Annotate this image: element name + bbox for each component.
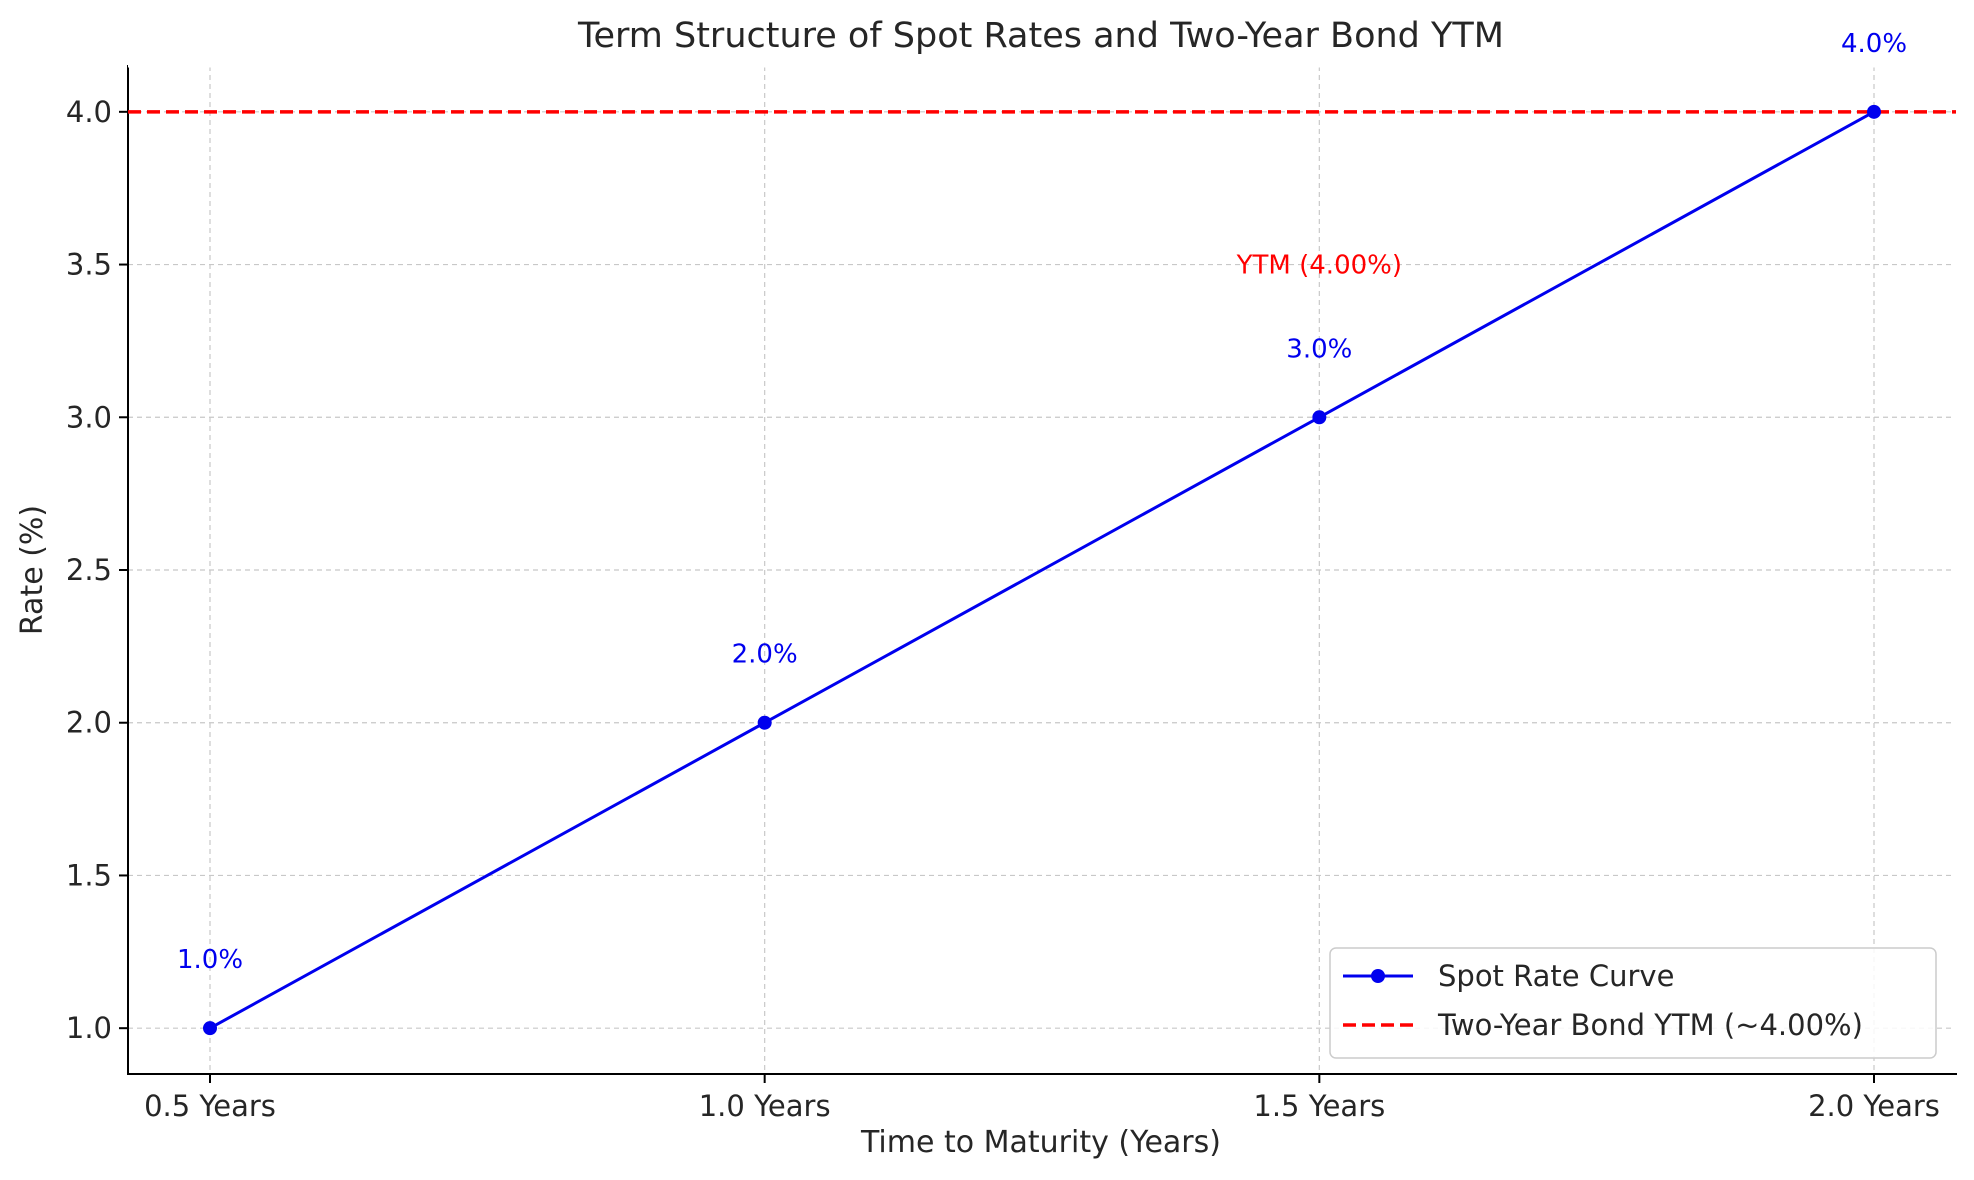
legend-box: [1329, 947, 1937, 1059]
y-tick-label-6: 4.0: [66, 95, 112, 129]
x-tick-label-3: 2.0 Years: [1808, 1089, 1940, 1123]
y-tick-label-0: 1.0: [66, 1011, 112, 1045]
spot-point-1: [757, 715, 772, 730]
legend: Spot Rate Curve Two-Year Bond YTM (~4.00…: [1329, 947, 1937, 1059]
spot-rate-points: [203, 104, 1881, 1036]
y-tick-label-1: 1.5: [66, 858, 112, 892]
data-labels: 1.0% 2.0% 3.0% 4.0%: [177, 29, 1907, 975]
legend-ytm-label: Two-Year Bond YTM (~4.00%): [1437, 1008, 1863, 1042]
x-tick-label-0: 0.5 Years: [144, 1089, 276, 1123]
y-tick-label-2: 2.0: [66, 706, 112, 740]
spot-point-3: [1867, 104, 1881, 119]
x-tick-label-1: 1.0 Years: [699, 1089, 831, 1123]
y-tick-label-3: 2.5: [66, 553, 112, 587]
spot-rate-line: [209, 110, 1875, 1030]
y-tick-label-4: 3.0: [66, 400, 112, 434]
spot-point-2: [1312, 410, 1327, 425]
y-axis-label: Rate (%): [15, 505, 50, 635]
x-axis-ticks: 0.5 Years 1.0 Years 1.5 Years 2.0 Years: [144, 1074, 1940, 1123]
data-label-0: 1.0%: [177, 945, 243, 975]
y-tick-label-5: 3.5: [66, 248, 112, 282]
legend-spot-marker: [1371, 969, 1385, 983]
data-label-2: 3.0%: [1286, 334, 1352, 364]
legend-spot-label: Spot Rate Curve: [1438, 959, 1674, 993]
chart-title: Term Structure of Spot Rates and Two-Yea…: [577, 16, 1504, 56]
y-axis-ticks: 1.0 1.5 2.0 2.5 3.0 3.5 4.0: [66, 95, 128, 1045]
data-label-3: 4.0%: [1841, 29, 1907, 59]
x-axis-label: Time to Maturity (Years): [860, 1125, 1221, 1160]
x-tick-label-2: 1.5 Years: [1253, 1089, 1385, 1123]
spot-point-0: [203, 1021, 217, 1036]
data-label-1: 2.0%: [732, 640, 798, 670]
ytm-annotation: YTM (4.00%): [1236, 251, 1402, 281]
